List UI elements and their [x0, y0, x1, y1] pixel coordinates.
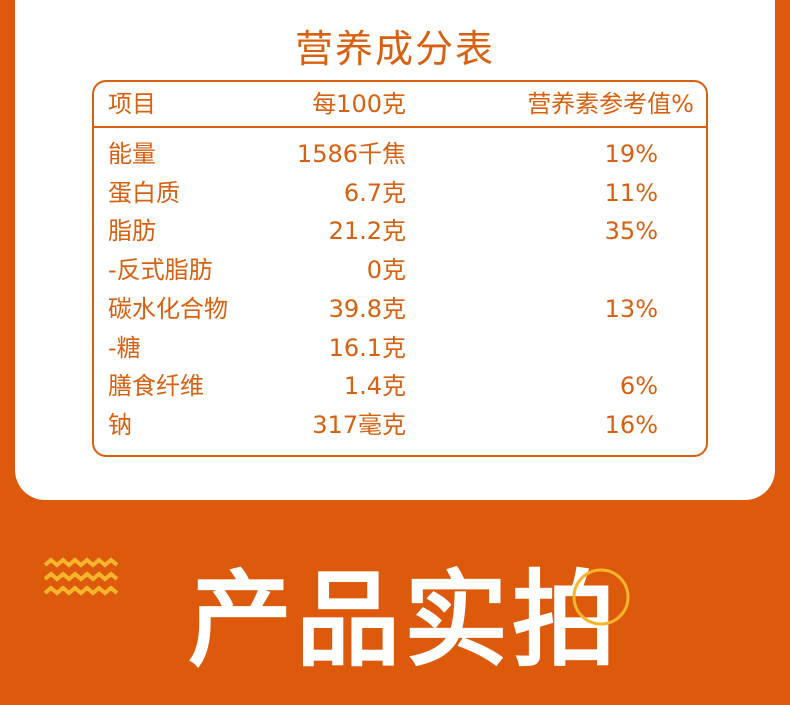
table-cell: 317毫克	[312, 410, 406, 439]
circle-decoration	[572, 568, 630, 626]
table-cell: 蛋白质	[108, 178, 180, 207]
table-cell: 19%	[604, 140, 658, 168]
header-cell: 项目	[108, 90, 156, 118]
table-cell: 11%	[604, 178, 658, 207]
table-cell: 39.8克	[328, 294, 406, 323]
table-cell: 0克	[366, 256, 406, 285]
header-cell: 每100克	[312, 90, 406, 118]
table-cell: -反式脂肪	[108, 256, 213, 285]
table-header: 项目 每100克 营养素参考值%	[94, 82, 706, 128]
table-cell: 1.4克	[343, 372, 406, 401]
table-cell: 13%	[604, 294, 658, 323]
section-title: 产品实拍	[188, 559, 621, 681]
wave-icon	[43, 557, 119, 596]
table-cell: 6%	[619, 372, 658, 401]
table-title: 营养成分表	[294, 27, 495, 71]
table-cell: 钠	[108, 410, 132, 439]
header-cell: 营养素参考值%	[527, 90, 694, 118]
table-cell: 能量	[108, 140, 156, 168]
table-cell: 脂肪	[108, 217, 156, 246]
table-cell: 1586千焦	[296, 140, 406, 168]
table-cell: 16.1克	[328, 333, 406, 362]
table-cell: -糖	[108, 333, 141, 362]
table-cell: 膳食纤维	[108, 372, 204, 401]
table-cell: 16%	[604, 410, 658, 439]
nutrition-table: 项目 每100克 营养素参考值% 能量 1586千焦 19% 蛋白质 6.7克 11% 脂肪 21…	[92, 80, 708, 457]
table-cell: 35%	[604, 217, 658, 246]
table-cell: 21.2克	[328, 217, 406, 246]
table-cell: 碳水化合物	[108, 294, 228, 323]
card	[15, 0, 775, 500]
table-cell: 6.7克	[343, 178, 406, 207]
